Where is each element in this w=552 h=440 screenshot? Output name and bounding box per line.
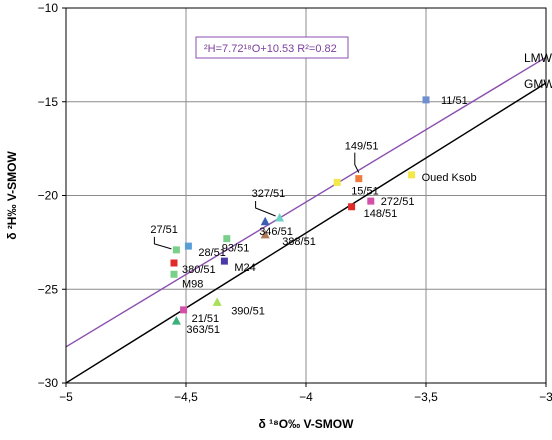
- point-11-51: [422, 96, 430, 104]
- equation-text: ²H=7.72¹⁸O+10.53 R²=0.82: [204, 43, 337, 55]
- y-tick-label: −25: [38, 282, 59, 296]
- label-327-51: 327/51: [252, 188, 286, 200]
- grid-lines: [66, 8, 546, 383]
- data-points: [170, 96, 430, 325]
- x-tick-label: −4: [299, 390, 313, 404]
- point-m24: [220, 257, 228, 265]
- point-21-51: [180, 306, 188, 314]
- label-m98: M98: [182, 278, 203, 290]
- label-148-51: 148/51: [364, 208, 398, 220]
- leader-line: [354, 152, 360, 173]
- regression-lines: LMW GMW: [65, 51, 552, 384]
- y-tick-label: −30: [38, 376, 59, 390]
- label-15-51: 15/51: [351, 185, 379, 197]
- x-tick-label: −3: [539, 390, 552, 404]
- label-363-51: 363/51: [186, 324, 220, 336]
- x-tick-label: −5: [59, 390, 73, 404]
- point-272-51: [367, 197, 375, 205]
- label-21-51: 21/51: [192, 313, 220, 325]
- label-oued-ksob: Oued Ksob: [422, 172, 477, 184]
- leader-line: [255, 201, 276, 217]
- point-148-51: [348, 203, 356, 211]
- point-346-51: [260, 216, 270, 226]
- label-28-51: 28/51: [198, 247, 226, 259]
- line-gmw: [65, 82, 547, 384]
- point-oued-ksob: [408, 171, 416, 179]
- point-28-51: [184, 242, 192, 250]
- equation-box-frame: [195, 36, 349, 59]
- point-marker: [333, 178, 341, 186]
- x-axis-title: δ ¹⁸O‰ V-SMOW: [259, 417, 355, 431]
- line-lmw: [65, 56, 547, 348]
- point-380-51: [170, 259, 178, 267]
- y-tick-label: −15: [38, 95, 59, 109]
- point-388-51: [260, 229, 270, 239]
- y-tick-label: −20: [38, 189, 59, 203]
- point-149-51: [355, 175, 363, 183]
- label-390-51: 390/51: [231, 305, 265, 317]
- x-tick-label: −4,5: [174, 390, 198, 404]
- x-tick-label: −3,5: [414, 390, 438, 404]
- leader-line: [153, 236, 172, 250]
- point-93-51: [223, 235, 231, 243]
- point-390-51: [212, 297, 222, 306]
- point-27-51: [172, 246, 180, 254]
- y-tick-label: −10: [38, 1, 59, 15]
- label-346-51: 346/51: [259, 226, 293, 238]
- line-label-lmw: LMW: [524, 51, 552, 65]
- label-27-51: 27/51: [150, 224, 178, 236]
- y-axis-ticks: −30 −25 −20 −15 −10: [38, 1, 66, 390]
- label-149-51: 149/51: [345, 141, 379, 153]
- line-label-gmw: GMW: [524, 77, 552, 91]
- label-380-51: 380/51: [182, 264, 216, 276]
- label-272-51: 272/51: [381, 196, 415, 208]
- label-93-51: 93/51: [222, 243, 250, 255]
- y-axis-title: δ ²H‰ V-SMOW: [5, 151, 19, 240]
- label-m24: M24: [234, 262, 255, 274]
- label-11-51: 11/51: [441, 95, 468, 107]
- label-388-51: 388/51: [282, 236, 316, 248]
- x-axis-ticks: −5 −4,5 −4 −3,5 −3: [59, 383, 552, 404]
- equation-box: ²H=7.72¹⁸O+10.53 R²=0.82: [195, 36, 349, 59]
- point-m98: [170, 270, 178, 278]
- point-327-51: [275, 213, 285, 222]
- point-363-51: [171, 316, 181, 325]
